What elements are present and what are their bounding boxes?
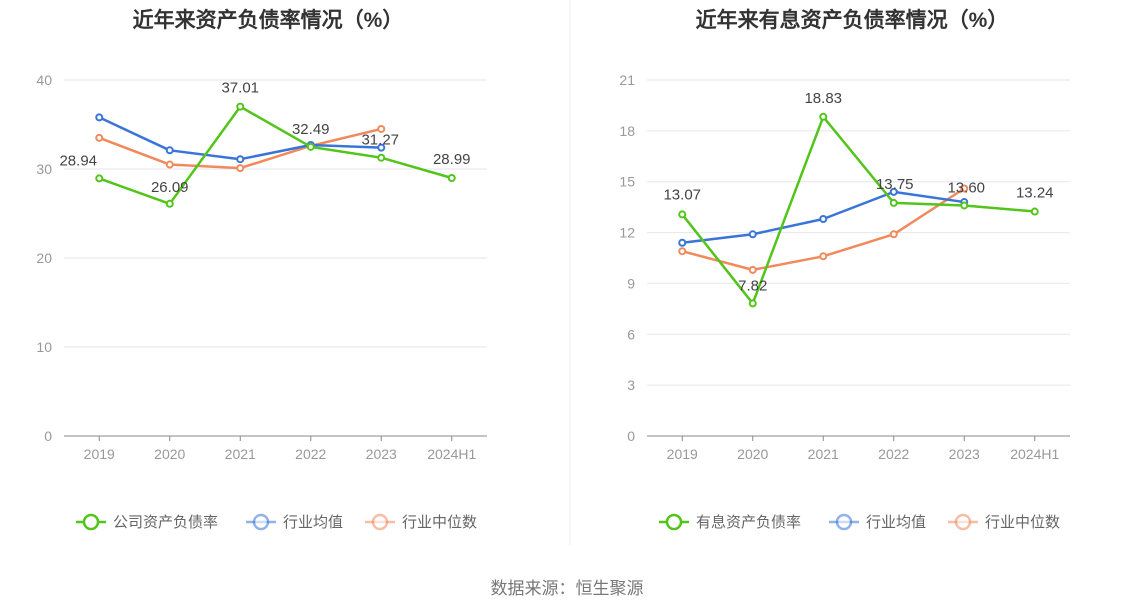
legend-marker: [252, 513, 270, 531]
legend-entry-1: 行业均值: [829, 513, 926, 531]
y-tick-label: 15: [619, 174, 635, 190]
legend-label: 行业均值: [283, 514, 343, 531]
data-point-1: [678, 238, 687, 247]
x-tick-label: 2022: [295, 446, 326, 462]
data-point-1: [95, 113, 104, 122]
data-point-1: [819, 215, 828, 224]
chart-debt-ratio: 近年来资产负债率情况（%） 0 10 20 30 40 2019 2020 2021 2022 20…: [36, 8, 487, 531]
legend-label: 公司资产负债率: [113, 514, 218, 531]
y-tick-label: 40: [36, 72, 52, 88]
legend-marker: [371, 513, 389, 531]
data-label: 7.82: [738, 277, 767, 294]
y-tick-label: 18: [619, 123, 635, 139]
data-point-2: [377, 124, 386, 133]
chart-title: 近年来资产负债率情况（%）: [133, 8, 404, 32]
data-point-0: [748, 299, 757, 308]
data-point-0: [447, 173, 456, 182]
x-tick-label: 2023: [949, 446, 980, 462]
y-tick-label: 0: [44, 428, 52, 444]
y-tick-label: 20: [36, 250, 52, 266]
x-tick-label: 2020: [737, 446, 768, 462]
data-label: 13.24: [1016, 185, 1054, 202]
legend-marker: [82, 513, 100, 531]
legend-label: 行业中位数: [985, 514, 1060, 531]
legend-entry-0: 公司资产负债率: [76, 513, 218, 531]
data-point-0: [95, 174, 104, 183]
data-point-1: [165, 146, 174, 155]
data-point-1: [889, 187, 898, 196]
data-point-0: [377, 153, 386, 162]
legend-label: 有息资产负债率: [696, 514, 801, 531]
data-point-2: [960, 184, 969, 193]
data-point-0: [236, 102, 245, 111]
data-point-2: [678, 247, 687, 256]
x-tick-label: 2024H1: [1010, 446, 1059, 462]
data-label: 32.49: [292, 121, 330, 138]
data-point-0: [819, 112, 828, 121]
data-label: 28.99: [433, 151, 471, 168]
data-point-2: [95, 133, 104, 142]
y-tick-label: 12: [619, 225, 635, 241]
data-point-0: [960, 201, 969, 210]
data-point-2: [748, 265, 757, 274]
legend-label: 行业中位数: [402, 514, 477, 531]
y-tick-label: 3: [627, 377, 635, 393]
data-point-0: [165, 199, 174, 208]
x-tick-label: 2021: [808, 446, 839, 462]
data-point-1: [377, 143, 386, 152]
x-tick-label: 2024H1: [427, 446, 476, 462]
data-point-2: [165, 160, 174, 169]
data-label: 13.07: [663, 186, 701, 203]
data-point-2: [236, 164, 245, 173]
x-tick-label: 2023: [366, 446, 397, 462]
series-line-0: [98, 105, 453, 206]
data-source: 数据来源：恒生聚源: [490, 579, 644, 598]
data-label: 18.83: [804, 90, 842, 107]
data-label: 13.75: [876, 176, 914, 193]
data-point-0: [889, 198, 898, 207]
data-point-2: [819, 252, 828, 261]
data-label: 28.94: [59, 152, 97, 169]
chart-title: 近年来有息资产负债率情况（%）: [696, 8, 1009, 32]
x-tick-label: 2022: [878, 446, 909, 462]
data-point-2: [889, 230, 898, 239]
y-tick-label: 10: [36, 339, 52, 355]
legend-entry-2: 行业中位数: [365, 513, 477, 531]
legend-marker: [835, 513, 853, 531]
legend-marker: [665, 513, 683, 531]
data-point-1: [748, 230, 757, 239]
y-tick-label: 0: [627, 428, 635, 444]
x-tick-label: 2020: [154, 446, 185, 462]
legend-entry-1: 行业均值: [246, 513, 343, 531]
legend-label: 行业均值: [866, 514, 926, 531]
data-point-0: [306, 142, 315, 151]
data-point-1: [236, 155, 245, 164]
legend-entry-2: 行业中位数: [948, 513, 1060, 531]
x-tick-label: 2019: [667, 446, 698, 462]
legend-entry-0: 有息资产负债率: [659, 513, 801, 531]
y-tick-label: 9: [627, 275, 635, 291]
x-tick-label: 2019: [84, 446, 115, 462]
chart-interest-bearing-debt-ratio: 近年来有息资产负债率情况（%） 0 3 6 9 12 15 18 21 2019 2020 2021 2…: [619, 8, 1070, 531]
y-tick-label: 6: [627, 326, 635, 342]
data-point-0: [678, 210, 687, 219]
data-point-0: [1030, 207, 1039, 216]
series-line-0: [681, 115, 1035, 305]
data-label: 31.27: [361, 132, 399, 149]
x-tick-label: 2021: [225, 446, 256, 462]
data-label: 13.60: [947, 179, 985, 196]
data-label: 26.09: [151, 179, 189, 196]
y-tick-label: 30: [36, 161, 52, 177]
y-tick-label: 21: [619, 72, 635, 88]
legend-marker: [954, 513, 972, 531]
data-label: 37.01: [221, 80, 259, 97]
